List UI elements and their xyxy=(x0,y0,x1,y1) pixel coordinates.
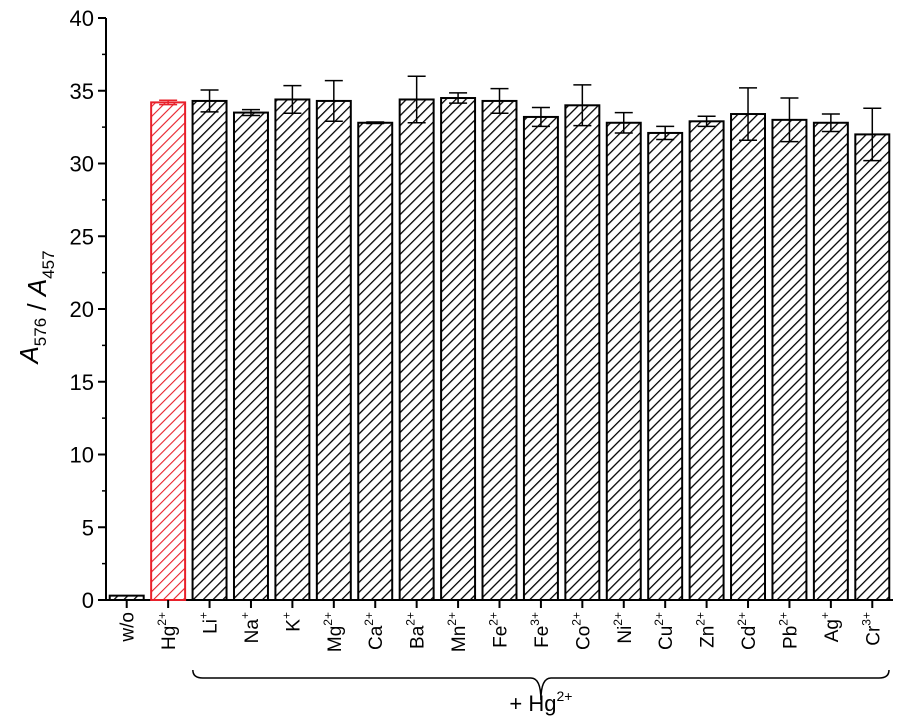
bar xyxy=(522,115,559,601)
category-label: Ni2+ xyxy=(611,612,636,644)
group-label: + Hg2+ xyxy=(509,688,572,716)
bar xyxy=(274,98,311,601)
y-tick-label: 5 xyxy=(82,515,94,540)
plot-area: 0 5 10 15 20 25 30 35 40 w/o Hg2+ Li+ Na+ K+ Mg2+ Ca2+ B… xyxy=(70,6,893,716)
category-label: Fe3+ xyxy=(528,612,553,648)
y-tick-label: 35 xyxy=(70,79,94,104)
category-label: Na+ xyxy=(238,612,263,643)
bar xyxy=(150,101,187,601)
y-axis-title: A576 / A457 xyxy=(14,250,58,365)
y-tick-label: 0 xyxy=(82,588,94,613)
y-tick-label: 20 xyxy=(70,297,94,322)
category-label: Hg2+ xyxy=(155,612,180,650)
category-label: w/o xyxy=(118,612,139,643)
category-label: Li+ xyxy=(197,612,222,634)
bar xyxy=(647,131,684,601)
category-label: Pb2+ xyxy=(776,612,801,649)
y-tick-label: 10 xyxy=(70,443,94,468)
bar xyxy=(232,111,269,601)
bar xyxy=(108,594,145,602)
bar xyxy=(357,121,394,601)
bar xyxy=(688,120,725,602)
category-label: Ag+ xyxy=(818,612,843,642)
bar xyxy=(315,99,352,601)
y-tick-label: 40 xyxy=(70,6,94,31)
category-label: K+ xyxy=(279,612,304,632)
bar xyxy=(730,113,767,601)
category-label: Fe2+ xyxy=(487,612,512,648)
bar xyxy=(398,98,435,601)
bar xyxy=(481,99,518,601)
bar xyxy=(812,121,849,601)
category-label: Cu2+ xyxy=(652,612,677,650)
bar xyxy=(771,118,808,601)
bar xyxy=(854,133,891,601)
category-label: Cr3+ xyxy=(859,612,884,646)
y-tick-label: 25 xyxy=(70,224,94,249)
category-label: Ba2+ xyxy=(404,612,429,649)
group-brace xyxy=(192,669,890,701)
bar xyxy=(605,121,642,601)
category-label: Mg2+ xyxy=(321,612,346,652)
bar xyxy=(191,99,228,601)
category-label: Ca2+ xyxy=(362,612,387,650)
y-tick-label: 30 xyxy=(70,152,94,177)
category-label: Cd2+ xyxy=(735,612,760,650)
y-tick-label: 15 xyxy=(70,370,94,395)
bar xyxy=(440,97,477,602)
category-label: Co2+ xyxy=(569,612,594,650)
category-label: Mn2+ xyxy=(445,612,470,652)
bar xyxy=(564,104,601,602)
category-label: Zn2+ xyxy=(694,612,719,648)
